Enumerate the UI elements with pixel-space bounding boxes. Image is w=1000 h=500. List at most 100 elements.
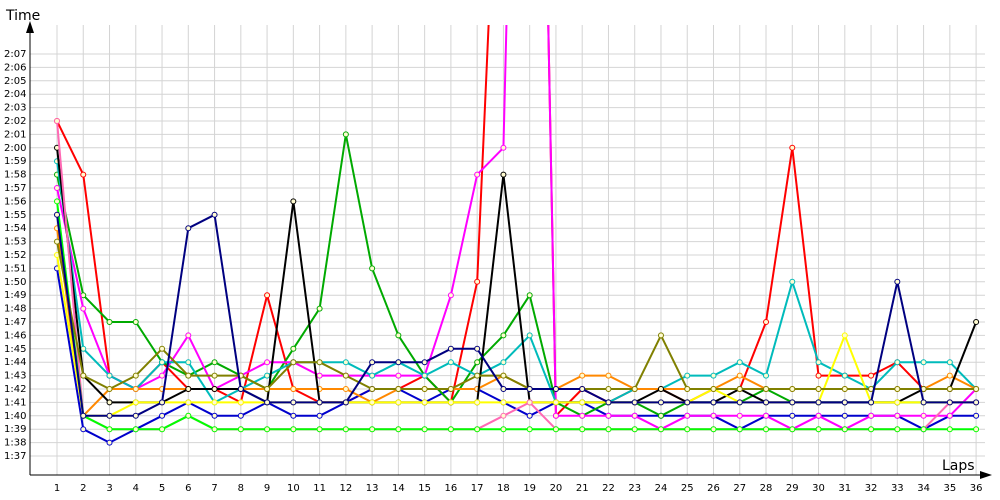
- data-point: [132, 399, 139, 406]
- data-point: [763, 372, 770, 379]
- data-point: [290, 426, 297, 433]
- data-point: [447, 399, 454, 406]
- data-point: [657, 412, 664, 419]
- data-point: [946, 426, 953, 433]
- x-axis-title: Laps: [942, 458, 975, 474]
- y-tick-label: 1:45: [4, 344, 26, 355]
- data-point: [763, 426, 770, 433]
- data-point: [815, 386, 822, 392]
- data-point: [579, 412, 586, 419]
- data-point: [474, 359, 481, 366]
- data-point: [657, 386, 664, 392]
- series-line: [56, 254, 977, 417]
- data-point: [657, 332, 664, 339]
- data-point: [264, 426, 271, 433]
- x-tick-label: 24: [655, 483, 668, 494]
- x-tick-label: 26: [707, 483, 720, 494]
- x-tick-label: 13: [366, 483, 379, 494]
- data-point: [789, 144, 796, 151]
- data-point: [500, 332, 507, 339]
- y-tick-label: 1:46: [4, 330, 26, 341]
- x-tick-label: 1: [54, 483, 60, 494]
- series-line: [56, 201, 977, 431]
- data-point: [316, 359, 323, 366]
- data-point: [369, 386, 376, 392]
- data-point: [342, 131, 349, 138]
- data-point: [763, 386, 770, 392]
- y-tick-label: 1:51: [4, 263, 26, 274]
- y-tick-label: 2:00: [4, 143, 26, 154]
- data-point: [369, 359, 376, 366]
- data-point: [973, 412, 980, 419]
- data-point: [684, 426, 691, 433]
- data-point: [526, 292, 533, 299]
- data-point: [264, 399, 271, 406]
- x-tick-label: 23: [628, 483, 641, 494]
- data-point: [526, 386, 533, 392]
- data-point: [789, 426, 796, 433]
- data-point: [736, 372, 743, 379]
- y-tick-label: 1:53: [4, 237, 26, 248]
- data-point: [237, 412, 244, 419]
- data-point: [159, 412, 166, 419]
- data-point: [500, 399, 507, 406]
- data-point: [710, 412, 717, 419]
- data-point: [474, 345, 481, 352]
- data-point: [631, 386, 638, 392]
- data-point: [54, 198, 60, 205]
- data-point: [54, 118, 60, 124]
- x-tick-label: 11: [313, 483, 326, 494]
- data-point: [657, 426, 664, 433]
- y-tick-labels: 1:37 1:38 1:39 1:40 1:41 1:42 1:43 1:44 1:45 1:46…: [4, 49, 26, 462]
- data-point: [421, 399, 428, 406]
- data-point: [211, 211, 218, 218]
- data-point: [211, 399, 218, 406]
- data-point: [421, 359, 428, 366]
- data-point: [316, 305, 323, 312]
- data-point: [500, 426, 507, 433]
- data-point: [631, 399, 638, 406]
- data-point: [631, 426, 638, 433]
- data-point: [815, 426, 822, 433]
- data-point: [946, 359, 953, 366]
- series-line: [56, 25, 977, 431]
- data-point: [841, 399, 848, 406]
- data-point: [369, 372, 376, 379]
- data-point: [657, 399, 664, 406]
- data-point: [973, 319, 980, 325]
- x-tick-label: 18: [497, 483, 510, 494]
- data-point: [920, 426, 927, 433]
- data-point: [264, 292, 271, 299]
- data-point: [605, 399, 612, 406]
- data-point: [474, 278, 481, 285]
- data-point: [973, 399, 980, 406]
- data-point: [369, 426, 376, 433]
- data-point: [684, 412, 691, 419]
- y-tick-label: 1:54: [4, 223, 26, 234]
- data-point: [894, 278, 901, 285]
- series-line: [56, 213, 977, 417]
- data-point: [264, 359, 271, 366]
- data-point: [789, 412, 796, 419]
- y-tick-label: 1:42: [4, 384, 26, 395]
- data-point: [868, 372, 875, 379]
- data-point: [579, 399, 586, 406]
- y-tick-label: 2:06: [4, 62, 26, 73]
- data-point: [185, 399, 192, 406]
- data-point: [395, 332, 402, 339]
- data-point: [763, 412, 770, 419]
- grid: [30, 25, 985, 475]
- x-tick-label: 14: [392, 483, 405, 494]
- data-point: [421, 372, 428, 379]
- data-point: [605, 426, 612, 433]
- data-point: [342, 386, 349, 392]
- data-point: [237, 426, 244, 433]
- data-point: [815, 399, 822, 406]
- data-point: [920, 399, 927, 406]
- data-point: [342, 426, 349, 433]
- data-point: [237, 399, 244, 406]
- data-point: [211, 372, 218, 379]
- x-tick-label: 32: [865, 483, 878, 494]
- data-point: [132, 372, 139, 379]
- data-point: [841, 332, 848, 339]
